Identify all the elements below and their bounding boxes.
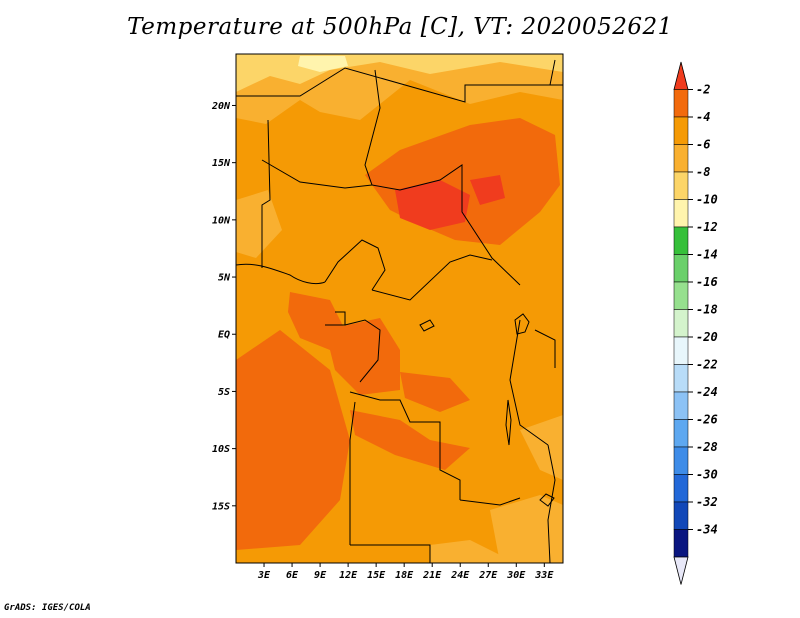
colorbar-label: -4 (696, 110, 710, 124)
colorbar-swatch (673, 309, 689, 338)
colorbar-swatch (673, 226, 689, 255)
region-atlantic-warm (236, 330, 350, 550)
lake-outline (539, 493, 555, 507)
y-tick-label: 15N (212, 158, 231, 169)
boundary-line (324, 239, 386, 291)
boundary-line (261, 119, 271, 268)
colorbar-swatch (673, 391, 689, 420)
colorbar-label: -28 (696, 440, 718, 454)
x-tick-label: 3E (257, 570, 271, 581)
boundary-line (364, 69, 381, 186)
boundary-line (325, 311, 346, 326)
x-tick-label: 15E (367, 570, 386, 581)
colorbar-label: -30 (696, 468, 718, 482)
x-tick-label: 30E (506, 570, 526, 581)
colorbar-swatch (673, 116, 689, 145)
boundary-line (371, 254, 493, 301)
y-tick-label: EQ (218, 330, 230, 341)
colorbar-label: -10 (696, 193, 718, 207)
y-axis: 20N 15N 10N 5N EQ 5S 10S 15S (211, 101, 236, 512)
region-south-cool (430, 540, 500, 563)
colorbar-label: -2 (696, 83, 710, 97)
colorbar-label: -24 (696, 385, 718, 399)
colorbar-label: -6 (696, 138, 710, 152)
y-tick-label: 15S (212, 501, 230, 512)
x-tick-label: 27E (478, 570, 498, 581)
y-tick-label: 10N (212, 215, 231, 226)
boundary-line (459, 497, 521, 506)
region-congo-warm (325, 318, 400, 395)
boundary-line (509, 319, 549, 446)
boundary-line (350, 544, 431, 563)
colorbar-swatch (673, 474, 689, 503)
y-tick-label: 5N (218, 273, 231, 284)
colorbar-swatch (673, 446, 689, 475)
colorbar-label: -18 (696, 303, 718, 317)
colorbar-label: -34 (696, 523, 718, 537)
colorbar-swatch (673, 254, 689, 283)
boundary-line (236, 263, 326, 285)
boundary-line (371, 164, 521, 286)
colorbar-label: -8 (696, 165, 710, 179)
colorbar-label: -14 (696, 248, 718, 262)
colorbar-label: -22 (696, 358, 718, 372)
colorbar-swatch (673, 199, 689, 228)
x-tick-label: 24E (450, 570, 470, 581)
boundary-line (349, 401, 356, 545)
boundary-line (349, 391, 461, 500)
x-tick-label: 21E (422, 570, 442, 581)
x-axis: 3E 6E 9E 12E 15E 18E 21E 24E 27E 30E 33E (257, 563, 554, 581)
temperature-map (236, 54, 563, 563)
region-central-warm (400, 372, 470, 412)
grads-credit: GrADS: IGES/COLA (4, 603, 91, 613)
chart-canvas: 3E 6E 9E 12E 15E 18E 21E 24E 27E 30E 33E 20N 15N 10N… (211, 53, 718, 585)
colorbar-cap-top (673, 61, 689, 90)
x-tick-label: 9E (314, 570, 327, 581)
colorbar-swatch (673, 336, 689, 365)
boundary-line (344, 319, 381, 383)
region-north-pale (298, 56, 348, 72)
y-tick-label: 5S (218, 387, 230, 398)
boundary-line (547, 444, 556, 563)
colorbar-swatch (673, 171, 689, 200)
x-tick-label: 12E (339, 570, 358, 581)
colorbar-label: -12 (696, 220, 718, 234)
x-tick-label: 33E (534, 570, 554, 581)
colorbar-swatch (673, 89, 689, 118)
region-hotspot-2 (470, 175, 505, 205)
colorbar-label: -20 (696, 330, 718, 344)
map-frame (235, 53, 564, 564)
region-west-cool (236, 190, 282, 258)
region-hotspot-1 (395, 180, 470, 230)
boundary-line (500, 59, 556, 86)
colorbar: -2 -4 -6 -8 -10 -12 -14 -16 -18 -20 -22 -24 -26 -28 -3… (673, 61, 718, 585)
colorbar-label: -26 (696, 413, 718, 427)
colorbar-cap-bottom (673, 556, 689, 585)
lake-outline (505, 399, 512, 446)
x-tick-label: 6E (286, 570, 299, 581)
y-tick-label: 10S (212, 444, 230, 455)
lake-outline (419, 319, 435, 332)
boundary-line (261, 159, 373, 189)
colorbar-label: -32 (696, 495, 718, 509)
y-tick-label: 20N (211, 101, 231, 112)
colorbar-swatch (673, 529, 689, 558)
colorbar-swatch (673, 501, 689, 530)
colorbar-label: -16 (696, 275, 718, 289)
colorbar-swatch (673, 281, 689, 310)
colorbar-swatch (673, 419, 689, 448)
colorbar-swatch (673, 364, 689, 393)
country-boundaries (236, 59, 563, 563)
boundary-line (534, 329, 556, 368)
region-southeast-cool (490, 495, 563, 563)
chart-title: Temperature at 500hPa [C], VT: 202005262… (127, 14, 673, 40)
boundary-line (236, 67, 563, 103)
colorbar-swatch (673, 144, 689, 173)
lake-outline (514, 313, 530, 335)
x-tick-label: 18E (395, 570, 414, 581)
